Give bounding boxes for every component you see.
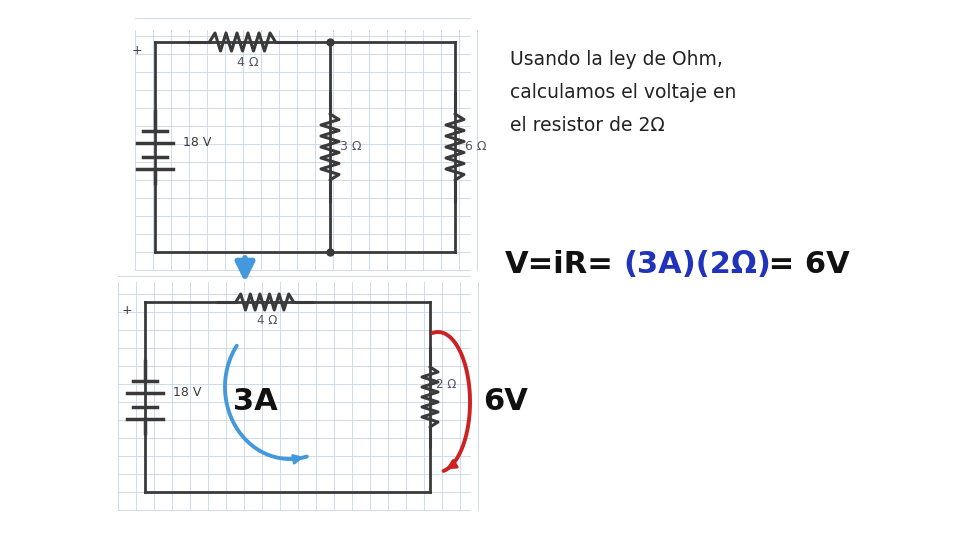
Text: 6 Ω: 6 Ω: [465, 140, 487, 153]
Text: +: +: [122, 303, 132, 316]
Text: 18 V: 18 V: [183, 136, 211, 148]
Text: 3 Ω: 3 Ω: [340, 140, 362, 153]
Text: 2 Ω: 2 Ω: [436, 379, 456, 392]
Text: 4 Ω: 4 Ω: [256, 314, 276, 327]
Text: 3A: 3A: [232, 388, 277, 416]
Text: +: +: [132, 44, 142, 57]
Text: (3A)(2Ω): (3A)(2Ω): [623, 250, 771, 279]
Text: calculamos el voltaje en: calculamos el voltaje en: [510, 83, 736, 102]
Text: 4 Ω: 4 Ω: [237, 56, 258, 69]
Text: el resistor de 2Ω: el resistor de 2Ω: [510, 116, 664, 135]
Text: 18 V: 18 V: [173, 386, 202, 399]
Text: = 6V: = 6V: [758, 250, 850, 279]
Text: V=iR=: V=iR=: [505, 250, 613, 279]
Text: 6V: 6V: [483, 388, 528, 416]
Text: Usando la ley de Ohm,: Usando la ley de Ohm,: [510, 50, 723, 69]
